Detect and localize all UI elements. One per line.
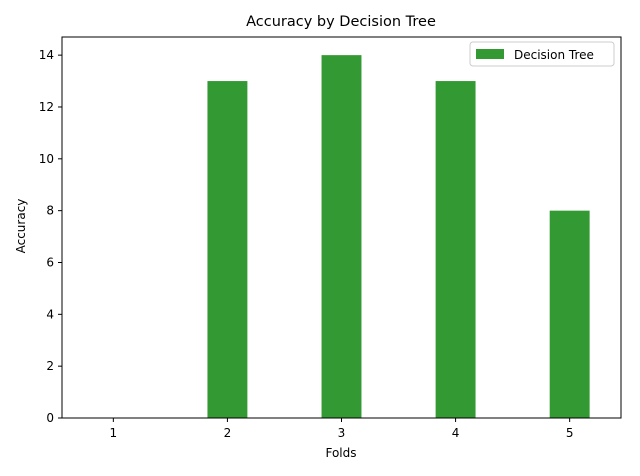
y-tick-label: 14 [39,48,54,62]
y-tick-label: 6 [46,255,54,269]
legend-label: Decision Tree [514,48,594,62]
x-tick-label: 3 [338,426,346,440]
chart-title: Accuracy by Decision Tree [246,14,436,30]
y-tick-label: 0 [46,411,54,425]
y-tick-label: 2 [46,359,54,373]
legend-swatch [476,49,504,59]
bar-4 [435,81,476,419]
y-tick-label: 8 [46,204,54,218]
y-axis-title: Accuracy [14,199,28,254]
x-tick-label: 4 [452,426,460,440]
x-tick-label: 2 [224,426,232,440]
bar-5 [549,210,590,418]
x-tick-label: 1 [110,426,118,440]
y-tick-label: 12 [39,100,54,114]
x-tick-label: 5 [566,426,574,440]
legend-box [469,41,615,67]
bar-3 [321,55,362,419]
x-axis-title: Folds [325,446,356,460]
y-tick-label: 10 [39,152,54,166]
bar-2 [207,81,248,419]
y-tick-label: 4 [46,307,54,321]
